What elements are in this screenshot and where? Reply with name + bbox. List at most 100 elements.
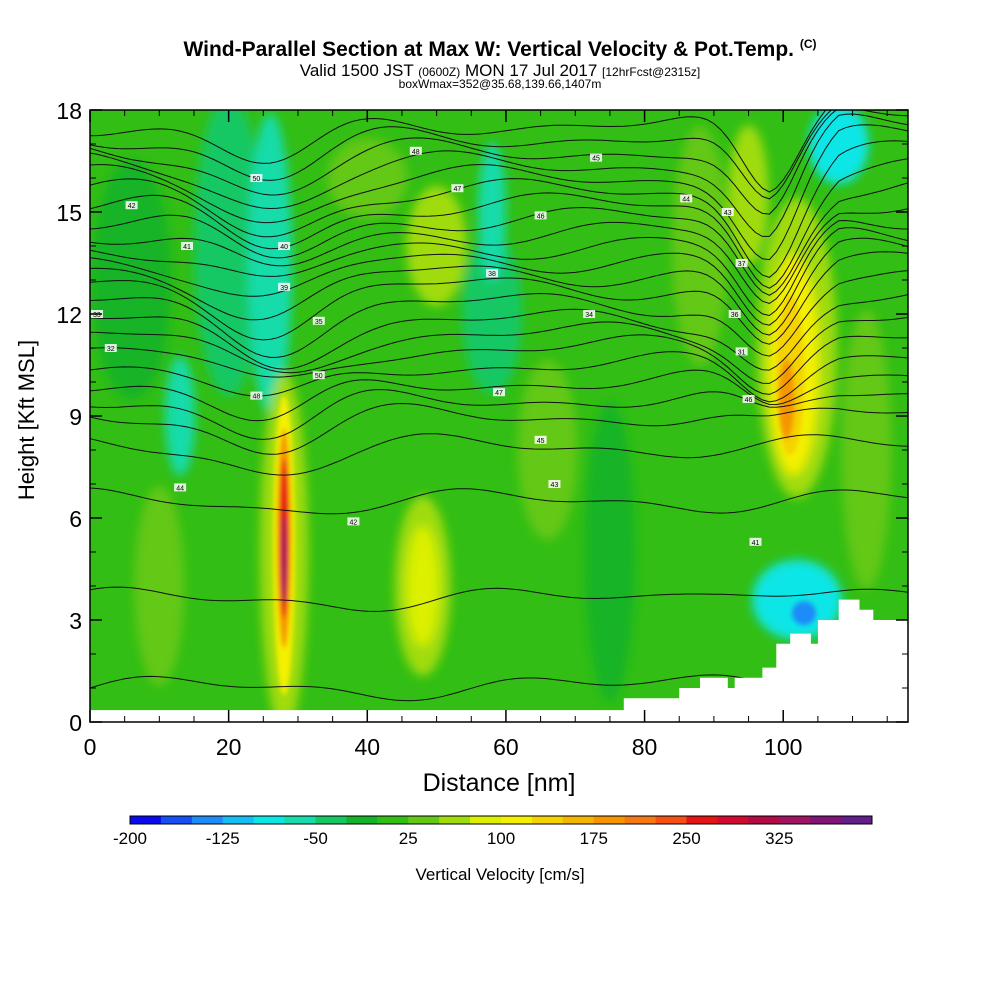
- colorbar: -200 -125 -50 25 100 175 250 325: [113, 815, 873, 848]
- isentrope-label-text: 50: [252, 176, 260, 183]
- isentrope-label-bg: [749, 537, 762, 546]
- isentrope-label-text: 36: [731, 312, 739, 319]
- colorbar-swatch: [562, 816, 595, 824]
- isentrope-336: [90, 208, 908, 305]
- colorbar-swatch: [160, 816, 193, 824]
- colorbar-swatch: [624, 816, 657, 824]
- shade-patch-west-2: [193, 110, 264, 396]
- shade-patch-west: [91, 160, 172, 400]
- shade-patch-lowmid: [584, 402, 635, 702]
- x-tick-label: 0: [84, 734, 97, 760]
- isentrope-label: 43: [548, 480, 561, 489]
- isentrope-label: 47: [493, 388, 505, 397]
- shade-downdraft-top-east: [808, 110, 869, 184]
- y-tick-label: 3: [69, 608, 82, 634]
- shade-upper-updraft: [406, 186, 467, 306]
- isentrope-label-bg: [493, 388, 505, 397]
- isentrope-label-text: 40: [280, 244, 288, 251]
- isentrope-label-text: 45: [537, 438, 545, 445]
- isentrope-label: 50: [250, 174, 263, 183]
- chart-header: Wind-Parallel Section at Max W: Vertical…: [0, 0, 1000, 95]
- y-tick-label: 0: [69, 710, 82, 736]
- isentrope-label-text: 39: [280, 285, 288, 292]
- isentrope-label-text: 44: [176, 485, 184, 492]
- colorbar-tick-label: 100: [487, 829, 515, 848]
- isentrope-label: 41: [749, 537, 762, 547]
- isentrope-label: 40: [278, 242, 291, 251]
- terrain-mask: [90, 599, 908, 722]
- isentrope-label-text: 38: [488, 271, 496, 278]
- colorbar-swatch: [717, 816, 749, 824]
- chart-title: Wind-Parallel Section at Max W: Vertical…: [0, 37, 1000, 62]
- isentrope-label: 44: [174, 483, 187, 492]
- isentrope-330: [90, 237, 908, 336]
- isentrope-318: [90, 351, 908, 403]
- colorbar-tick-label: -200: [113, 829, 147, 848]
- isentrope-label-text: 41: [183, 244, 191, 251]
- isentrope-label-bg: [174, 483, 187, 492]
- shade-downdraft-upper: [248, 113, 293, 413]
- core-downdraft-lee: [792, 601, 817, 626]
- valid-date: MON 17 Jul 2017: [464, 61, 598, 80]
- colorbar-label: Vertical Velocity [cm/s]: [415, 865, 584, 884]
- colorbar-swatch: [346, 816, 378, 824]
- isentrope-label-bg: [278, 242, 291, 250]
- isentrope-label: 45: [590, 153, 603, 163]
- isentrope-314: [90, 389, 908, 440]
- isentrope-label: 48: [250, 391, 263, 401]
- isentrope-label-text: 35: [315, 319, 323, 326]
- isentrope-label-text: 32: [107, 346, 115, 353]
- colorbar-swatch: [130, 816, 162, 824]
- box-max-info: boxWmax=352@35.68,139.66,1407m: [398, 77, 602, 91]
- isentrope-352: [90, 110, 827, 193]
- colorbar-swatch: [501, 816, 533, 824]
- forecast-info: [12hrFcst@2315z]: [602, 65, 701, 79]
- isentrope-label-text: 48: [252, 394, 260, 401]
- isentrope-label-bg: [278, 282, 291, 291]
- isentrope-label: 42: [125, 201, 138, 210]
- isentrope-label-text: 34: [585, 312, 593, 319]
- isentrope-label-text: 41: [752, 540, 760, 547]
- isentrope-328: [90, 251, 908, 345]
- isentrope-label: 45: [534, 435, 547, 445]
- colorbar-swatch: [222, 816, 255, 824]
- y-tick-label: 6: [69, 506, 82, 532]
- isentrope-326: [90, 270, 908, 358]
- isentrope-340: [90, 158, 908, 289]
- colorbar-swatch: [284, 816, 316, 824]
- isentrope-label-text: 42: [350, 519, 358, 526]
- isentrope-label-bg: [250, 391, 263, 400]
- colorbar-swatch: [470, 816, 502, 824]
- shade-patch-mid: [517, 360, 578, 540]
- isentrope-label-text: 37: [738, 261, 746, 268]
- colorbar-swatch: [686, 816, 718, 824]
- isentrope-label-text: 33: [93, 312, 101, 319]
- colorbar-swatch: [191, 816, 224, 824]
- colorbar-tick-label: 250: [672, 829, 700, 848]
- valid-utc: (0600Z): [418, 65, 461, 79]
- isentrope-label: 39: [278, 282, 291, 292]
- isentrope-label: 47: [451, 184, 464, 193]
- valid-prefix: Valid 1500 JST: [299, 61, 414, 80]
- shade-downdraft-lee: [752, 559, 843, 640]
- x-tick-label: 20: [216, 734, 242, 760]
- isentrope-342: [90, 140, 908, 278]
- isentrope-label-text: 46: [537, 213, 545, 220]
- y-tick-label: 15: [56, 200, 82, 226]
- y-tick-label: 18: [56, 98, 82, 124]
- y-tick-label: 12: [56, 302, 82, 328]
- isentrope-306: [90, 586, 908, 612]
- isentrope-label-text: 47: [495, 390, 503, 397]
- isentrope-label-text: 50: [315, 373, 323, 380]
- isentrope-label-text: 44: [682, 196, 690, 203]
- colorbar-swatch: [377, 816, 409, 824]
- isentrope-label-text: 43: [551, 482, 559, 489]
- isentrope-label-bg: [250, 174, 263, 182]
- valid-time-line: Valid 1500 JST (0600Z) MON 17 Jul 2017 […: [0, 61, 1000, 81]
- colorbar-swatch: [841, 816, 873, 824]
- isentrope-label-bg: [181, 242, 194, 250]
- isentrope-label: 37: [735, 259, 748, 268]
- isentrope-label-bg: [125, 201, 138, 210]
